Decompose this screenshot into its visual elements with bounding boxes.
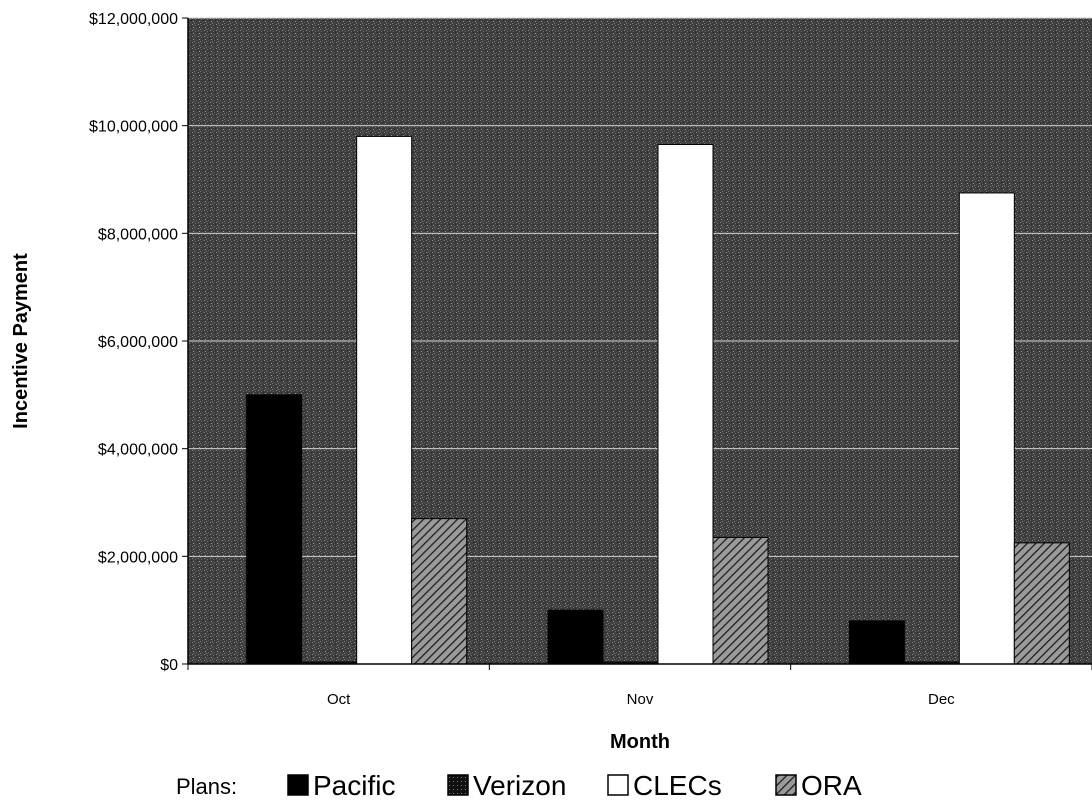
legend-swatch-verizon: [447, 774, 469, 796]
bar-ora-nov: [712, 536, 769, 665]
legend-label-clecs: CLECs: [633, 770, 722, 801]
y-tick-label: $2,000,000: [98, 549, 178, 566]
y-axis-title: Incentive Payment: [10, 253, 32, 429]
bar-clecs-nov: [657, 144, 714, 665]
y-tick-label: $8,000,000: [98, 226, 178, 243]
x-axis-title: Month: [610, 731, 670, 753]
legend-swatch-clecs: [607, 774, 629, 796]
bar-pacific-oct: [246, 394, 303, 665]
bar-clecs-oct: [356, 135, 413, 665]
x-axis-ticks: Oct Nov Dec: [187, 664, 1092, 708]
x-tick-label: Dec: [928, 691, 955, 708]
bar-pacific-dec: [848, 620, 905, 665]
y-tick-label: $0: [160, 657, 178, 674]
y-tick-label: $12,000,000: [89, 11, 178, 28]
legend: Plans: Pacific Verizon CLECs ORA: [176, 770, 862, 801]
x-tick-label: Oct: [327, 691, 351, 708]
bar-ora-dec: [1013, 542, 1070, 665]
y-axis-ticks: $0 $2,000,000 $4,000,000 $6,000,000 $8,000,0…: [89, 11, 188, 674]
bar-clecs-dec: [958, 192, 1015, 665]
bar-ora-oct: [411, 518, 468, 665]
x-tick-label: Nov: [627, 691, 654, 708]
gridlines: [188, 17, 1092, 557]
y-tick-label: $10,000,000: [89, 119, 178, 136]
legend-label-ora: ORA: [801, 770, 862, 801]
y-tick-label: $6,000,000: [98, 334, 178, 351]
y-tick-label: $4,000,000: [98, 442, 178, 459]
legend-label-pacific: Pacific: [313, 770, 395, 801]
legend-title: Plans:: [176, 774, 237, 799]
bars: [246, 135, 1070, 665]
bar-pacific-nov: [547, 609, 604, 665]
legend-swatch-ora: [775, 774, 797, 796]
legend-label-verizon: Verizon: [473, 770, 566, 801]
legend-swatch-pacific: [287, 774, 309, 796]
